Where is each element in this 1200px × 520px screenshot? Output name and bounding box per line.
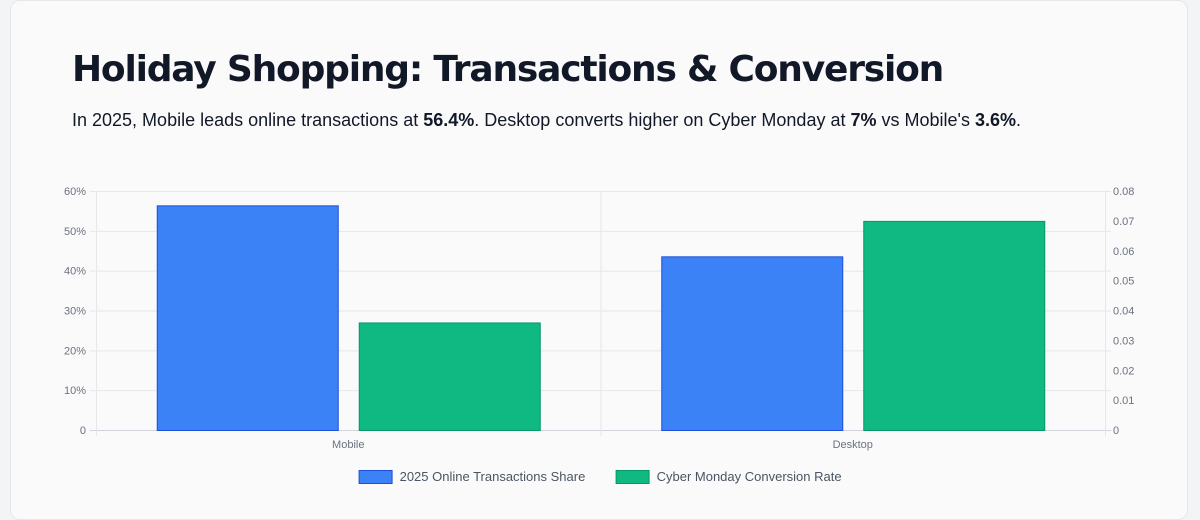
bar [863,220,1046,431]
bar [358,322,541,432]
y-tick-label-right: 0.05 [1113,276,1134,288]
y-tick-label-right: 0.03 [1113,335,1134,347]
bar [661,256,844,431]
subtitle-text: In 2025, Mobile leads online transaction… [72,110,424,130]
y-tick-label-right: 0.08 [1113,186,1134,198]
y-tick-label-right: 0.02 [1113,365,1134,377]
legend-label: Cyber Monday Conversion Rate [657,469,842,484]
bar-chart: 0 10% 20% 30% 40% 50% 60% 0 0.01 0.02 0.03 0.04 0.05… [64,186,1134,484]
subtitle-desktop-conversion: 7% [850,110,877,130]
x-tick-label: Desktop [833,439,873,451]
y-tick-label-right: 0.04 [1113,306,1134,318]
subtitle-text: vs Mobile's [876,110,975,130]
subtitle-mobile-conversion: 3.6% [974,110,1016,130]
y-tick-label-left: 0 [80,425,86,437]
subtitle-mobile-share: 56.4% [423,110,475,130]
x-tick-label: Mobile [332,439,364,451]
y-tick-label-left: 50% [64,226,86,238]
bar [156,205,339,431]
subtitle-text: . [1016,110,1022,130]
y-tick-label-left: 30% [64,306,86,318]
y-tick-label-left: 10% [64,385,86,397]
legend-swatch [615,470,650,484]
y-tick-label-left: 40% [64,266,86,278]
y-tick-label-right: 0 [1113,425,1119,437]
y-tick-label-left: 60% [64,186,86,198]
y-tick-label-right: 0.06 [1113,246,1134,258]
legend-swatch [358,470,393,484]
y-tick-label-right: 0.07 [1113,216,1134,228]
legend-label: 2025 Online Transactions Share [400,469,586,484]
y-tick-label-right: 0.01 [1113,395,1134,407]
chart-subtitle: In 2025, Mobile leads online transaction… [72,110,1021,131]
y-tick-label-left: 20% [64,345,86,357]
subtitle-text: . Desktop converts higher on Cyber Monda… [474,110,851,130]
chart-title: Holiday Shopping: Transactions & Convers… [72,49,944,90]
